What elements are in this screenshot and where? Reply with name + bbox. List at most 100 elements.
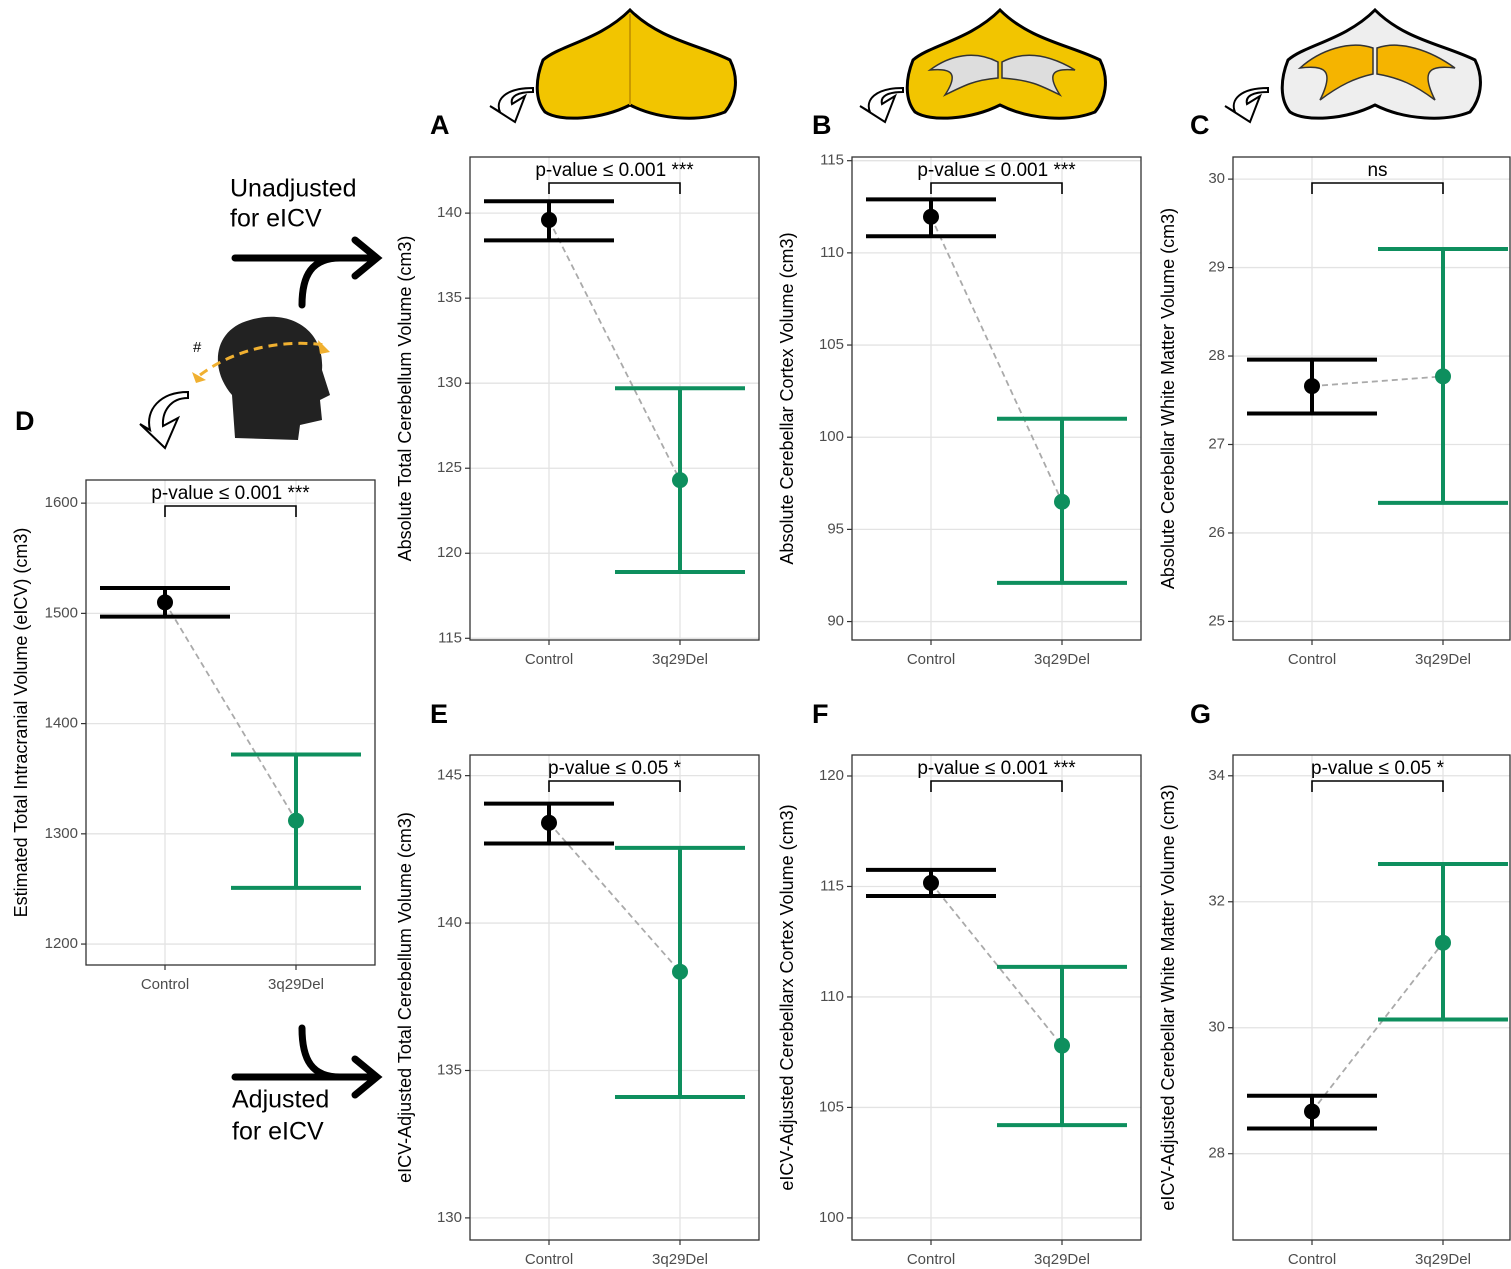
- plot-border: [469, 754, 760, 1241]
- x-tick-label: Control: [1288, 651, 1336, 668]
- panel-letter: D: [15, 406, 35, 436]
- y-tick-label: 25: [1208, 612, 1225, 629]
- significance-bracket: [548, 182, 681, 194]
- trend-line: [164, 601, 297, 822]
- mean-point: [541, 814, 557, 831]
- trend-line: [548, 219, 681, 481]
- mean-point: [923, 208, 939, 225]
- icon-head: [139, 316, 330, 450]
- y-tick-label: 27: [1208, 435, 1225, 452]
- y-tick-label: 28: [1208, 347, 1225, 364]
- mean-point: [1304, 1103, 1320, 1120]
- y-tick-label: 95: [827, 520, 844, 537]
- plot-background: [852, 157, 1141, 640]
- panel-letter: G: [1190, 699, 1211, 729]
- plot-background: [86, 480, 375, 965]
- mean-point: [923, 874, 939, 891]
- plot-background: [1233, 755, 1510, 1240]
- y-tick-label: 115: [438, 629, 462, 646]
- trend-line: [930, 216, 1063, 503]
- x-tick-label: 3q29Del: [652, 1251, 708, 1268]
- x-tick-label: 3q29Del: [1415, 651, 1471, 668]
- plot-background: [470, 157, 759, 640]
- x-tick-label: 3q29Del: [268, 976, 324, 993]
- mean-point: [1435, 934, 1451, 951]
- y-tick-label: 130: [437, 374, 462, 391]
- y-tick-label: 130: [437, 1209, 462, 1226]
- plot-border: [851, 156, 1142, 641]
- arrow-unadjusted: [231, 236, 383, 309]
- y-axis-label: eICV-Adjusted Total Cerebellum Volume (c…: [395, 812, 415, 1183]
- significance-label: p-value ≤ 0.001 ***: [917, 160, 1076, 181]
- x-tick-label: Control: [907, 1251, 955, 1268]
- y-tick-label: 145: [437, 767, 462, 784]
- icon-cortex: [859, 7, 1107, 124]
- panel-letter: A: [430, 110, 450, 140]
- panel-letter: C: [1190, 110, 1210, 140]
- icon-white-matter: [1224, 7, 1482, 124]
- y-tick-label: 1200: [45, 935, 78, 952]
- plot-background: [470, 755, 759, 1240]
- x-tick-label: 3q29Del: [1034, 651, 1090, 668]
- mean-point: [1435, 368, 1451, 385]
- x-tick-label: Control: [525, 651, 573, 668]
- adjusted-label: Adjusted: [232, 1086, 329, 1114]
- significance-bracket: [548, 780, 681, 792]
- y-tick-label: 125: [437, 459, 462, 476]
- y-tick-label: 140: [437, 914, 462, 931]
- adjusted-label: for eICV: [232, 1118, 324, 1146]
- mean-point: [672, 963, 688, 980]
- significance-label: p-value ≤ 0.001 ***: [535, 160, 694, 181]
- plot-border: [1232, 754, 1511, 1241]
- mean-point: [1054, 1037, 1070, 1054]
- unadjusted-label: for eICV: [230, 205, 322, 233]
- trend-line: [548, 822, 681, 973]
- y-tick-label: 34: [1208, 767, 1225, 784]
- y-axis-label: eICV-Adjusted Cerebellar White Matter Vo…: [1158, 784, 1178, 1210]
- arrow-adjusted: [231, 1024, 383, 1099]
- y-tick-label: 30: [1208, 1019, 1225, 1036]
- y-tick-label: 100: [819, 1209, 844, 1226]
- trend-line: [1311, 375, 1444, 388]
- y-tick-label: 32: [1208, 893, 1225, 910]
- y-tick-label: 110: [820, 988, 844, 1005]
- significance-bracket: [930, 780, 1063, 792]
- y-axis-label: Absolute Total Cerebellum Volume (cm3): [395, 236, 415, 562]
- plot-border: [1232, 156, 1511, 641]
- x-tick-label: Control: [141, 976, 189, 993]
- significance-label: p-value ≤ 0.05 *: [548, 758, 682, 779]
- panel-letter: B: [812, 110, 832, 140]
- plot-border: [851, 754, 1142, 1241]
- unadjusted-label: Unadjusted: [230, 175, 356, 203]
- x-tick-label: 3q29Del: [1415, 1251, 1471, 1268]
- y-tick-label: 1300: [45, 825, 78, 842]
- y-axis-label: Absolute Cerebellar Cortex Volume (cm3): [777, 232, 797, 564]
- y-tick-label: 115: [820, 152, 844, 169]
- y-tick-label: 1400: [45, 715, 78, 732]
- y-tick-label: 30: [1208, 170, 1225, 187]
- x-tick-label: 3q29Del: [1034, 1251, 1090, 1268]
- y-tick-label: 135: [437, 1061, 462, 1078]
- y-tick-label: 100: [819, 428, 844, 445]
- mean-point: [288, 812, 304, 829]
- y-tick-label: 140: [437, 204, 462, 221]
- y-tick-label: 26: [1208, 524, 1225, 541]
- mean-point: [157, 594, 173, 611]
- plot-border: [85, 479, 376, 966]
- y-tick-label: 120: [437, 544, 462, 561]
- x-tick-label: Control: [1288, 1251, 1336, 1268]
- y-tick-label: 105: [819, 336, 844, 353]
- significance-label: p-value ≤ 0.001 ***: [917, 758, 1076, 779]
- trend-line: [930, 882, 1063, 1047]
- y-axis-label: Estimated Total Intracranial Volume (eIC…: [11, 528, 31, 918]
- mean-point: [541, 211, 557, 228]
- y-axis-label: eICV-Adjusted Cerebellarx Cortex Volume …: [777, 804, 797, 1190]
- mean-point: [672, 472, 688, 489]
- trend-line: [1311, 942, 1444, 1113]
- mean-point: [1304, 378, 1320, 395]
- x-tick-label: Control: [525, 1251, 573, 1268]
- y-tick-label: 29: [1208, 259, 1225, 276]
- y-tick-label: 1500: [45, 604, 78, 621]
- y-tick-label: 120: [819, 767, 844, 784]
